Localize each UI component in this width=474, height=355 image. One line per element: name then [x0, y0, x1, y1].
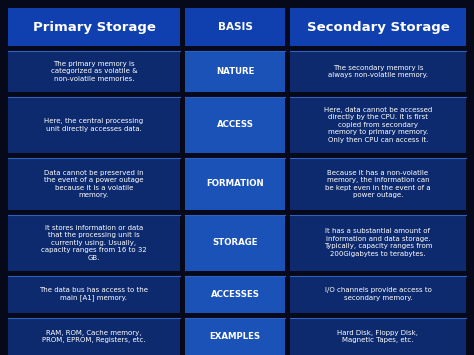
- Text: The secondary memory is
always non-volatile memory.: The secondary memory is always non-volat…: [328, 65, 428, 78]
- FancyBboxPatch shape: [290, 8, 466, 46]
- Text: The primary memory is
categorized as volatile &
non-volatile memories.: The primary memory is categorized as vol…: [51, 61, 137, 82]
- Text: Secondary Storage: Secondary Storage: [307, 21, 449, 33]
- Text: It stores information or data
that the processing unit is
currently using. Usual: It stores information or data that the p…: [41, 225, 147, 261]
- FancyBboxPatch shape: [185, 8, 285, 46]
- FancyBboxPatch shape: [290, 215, 466, 271]
- FancyBboxPatch shape: [290, 97, 466, 153]
- FancyBboxPatch shape: [185, 318, 285, 355]
- FancyBboxPatch shape: [185, 275, 285, 313]
- Text: It has a substantial amount of
information and data storage.
Typically, capacity: It has a substantial amount of informati…: [324, 229, 432, 257]
- FancyBboxPatch shape: [185, 158, 285, 210]
- FancyBboxPatch shape: [185, 51, 285, 92]
- Text: STORAGE: STORAGE: [212, 238, 258, 247]
- Text: The data bus has access to the
main [A1] memory.: The data bus has access to the main [A1]…: [39, 287, 148, 301]
- Text: Here, the central processing
unit directly accesses data.: Here, the central processing unit direct…: [45, 118, 144, 132]
- Text: I/O channels provide access to
secondary memory.: I/O channels provide access to secondary…: [325, 288, 431, 301]
- Text: EXAMPLES: EXAMPLES: [210, 332, 261, 341]
- FancyBboxPatch shape: [8, 275, 180, 313]
- FancyBboxPatch shape: [290, 275, 466, 313]
- FancyBboxPatch shape: [8, 97, 180, 153]
- FancyBboxPatch shape: [185, 97, 285, 153]
- Text: NATURE: NATURE: [216, 67, 254, 76]
- Text: ACCESS: ACCESS: [217, 120, 254, 129]
- FancyBboxPatch shape: [8, 318, 180, 355]
- FancyBboxPatch shape: [8, 8, 180, 46]
- FancyBboxPatch shape: [290, 158, 466, 210]
- Text: RAM, ROM, Cache memory,
PROM, EPROM, Registers, etc.: RAM, ROM, Cache memory, PROM, EPROM, Reg…: [42, 330, 146, 343]
- Text: Because it has a non-volatile
memory, the information can
be kept even in the ev: Because it has a non-volatile memory, th…: [325, 169, 431, 198]
- FancyBboxPatch shape: [185, 215, 285, 271]
- FancyBboxPatch shape: [8, 158, 180, 210]
- Text: Data cannot be preserved in
the event of a power outage
because it is a volatile: Data cannot be preserved in the event of…: [44, 169, 144, 198]
- Text: ACCESSES: ACCESSES: [210, 290, 259, 299]
- FancyBboxPatch shape: [8, 51, 180, 92]
- Text: Here, data cannot be accessed
directly by the CPU. It is first
copied from secon: Here, data cannot be accessed directly b…: [324, 107, 432, 143]
- Text: Hard Disk, Floppy Disk,
Magnetic Tapes, etc.: Hard Disk, Floppy Disk, Magnetic Tapes, …: [337, 330, 419, 343]
- FancyBboxPatch shape: [290, 318, 466, 355]
- FancyBboxPatch shape: [8, 215, 180, 271]
- Text: BASIS: BASIS: [218, 22, 253, 32]
- Text: FORMATION: FORMATION: [206, 179, 264, 188]
- FancyBboxPatch shape: [290, 51, 466, 92]
- Text: Primary Storage: Primary Storage: [33, 21, 155, 33]
